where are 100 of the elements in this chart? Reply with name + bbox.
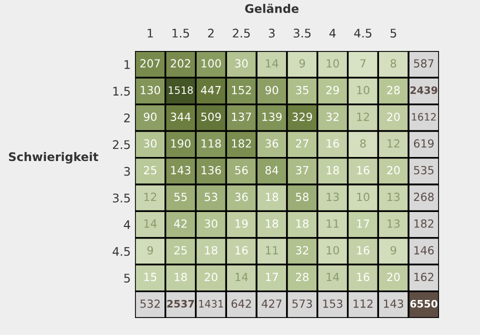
data-label: 118 [202,139,221,148]
x-tick-label: 1.5 [172,28,189,38]
y-tick-label: 2.5 [112,140,130,150]
data-label: 146 [414,246,434,254]
data-label: 18 [266,192,278,202]
data-label: 11 [326,220,339,228]
data-label: 7 [360,59,366,68]
data-label: 100 [202,59,221,68]
y-tick-label: 1 [124,60,130,69]
data-label: 619 [414,139,434,148]
data-label: 13 [388,192,400,202]
x-tick-label: 4.5 [354,28,372,38]
data-label: 9 [299,59,305,68]
data-label: 14 [266,59,278,68]
y-tick-label: 4.5 [112,247,130,256]
data-label: 25 [174,246,187,254]
data-label: 14 [326,272,340,282]
data-label: 162 [414,272,434,282]
data-label: 16 [357,246,370,254]
data-label: 35 [296,86,308,94]
y-axis-title: Schwierigkeit [8,152,98,164]
data-label: 12 [144,192,156,201]
data-label: 90 [265,86,278,94]
y-tick-label: 3.5 [112,194,130,203]
data-label: 12 [388,139,400,148]
data-label: 112 [354,299,372,308]
data-label: 18 [326,166,339,174]
data-label: 182 [414,219,434,228]
data-label: 202 [170,59,190,68]
data-label: 153 [323,299,342,308]
data-label: 1612 [412,113,436,121]
data-label: 20 [204,272,218,282]
data-label: 509 [201,112,221,121]
data-label: 139 [262,112,282,121]
data-label: 6550 [410,300,438,308]
data-label: 10 [357,86,370,94]
data-label: 30 [204,219,218,228]
data-label: 587 [414,59,434,68]
data-label: 16 [357,166,370,174]
data-label: 20 [387,112,400,121]
data-label: 10 [326,59,339,68]
data-label: 535 [414,166,434,174]
data-label: 11 [266,246,278,254]
data-label: 10 [357,192,370,202]
x-tick-label: 2 [208,28,214,38]
data-label: 136 [202,166,221,174]
data-label: 20 [387,272,400,282]
data-label: 25 [144,166,156,174]
y-tick-label: 2 [124,113,130,122]
data-label: 42 [174,219,187,228]
data-label: 329 [292,112,312,121]
data-label: 8 [390,59,396,68]
data-label: 32 [296,246,308,254]
data-label: 10 [326,246,339,254]
data-label: 2439 [410,86,438,94]
data-label: 9 [147,246,153,254]
data-label: 143 [171,166,190,174]
data-label: 90 [144,112,157,121]
data-label: 130 [140,86,160,94]
data-label: 17 [357,220,370,228]
data-label: 37 [296,166,308,174]
x-tick-label: 2.5 [232,28,250,38]
data-label: 532 [140,299,160,308]
data-label: 30 [144,139,157,148]
data-label: 55 [174,192,187,202]
data-label: 13 [388,219,400,228]
data-label: 84 [265,166,278,174]
data-label: 143 [384,299,404,308]
data-label: 58 [296,192,309,202]
data-label: 9 [390,246,396,254]
data-label: 642 [232,299,251,308]
data-label: 18 [266,219,278,228]
data-label: 30 [235,59,248,68]
data-label: 28 [296,272,309,282]
data-label: 13 [326,192,339,202]
data-label: 1518 [168,86,193,94]
data-label: 152 [232,86,251,94]
data-label: 190 [171,139,190,148]
data-label: 18 [296,219,309,228]
data-label: 28 [387,86,400,94]
x-tick-label: 3 [268,28,275,38]
data-label: 573 [292,299,312,308]
data-label: 32 [326,112,339,121]
data-label: 18 [205,246,218,254]
x-tick-label: 1 [148,28,153,38]
data-label: 14 [144,220,157,228]
data-label: 182 [232,139,251,148]
data-label: 344 [170,112,191,121]
data-label: 137 [232,112,252,121]
data-label: 19 [236,219,248,228]
y-tick-label: 5 [124,274,130,283]
x-axis-title: Gelände [245,4,299,14]
data-label: 36 [235,192,248,202]
data-label: 18 [174,272,187,282]
data-label: 29 [326,86,339,94]
y-tick-label: 3 [124,166,130,176]
x-tick-label: 5 [390,28,396,38]
data-label: 16 [236,246,248,254]
data-label: 12 [357,112,369,121]
data-label: 268 [414,192,434,202]
